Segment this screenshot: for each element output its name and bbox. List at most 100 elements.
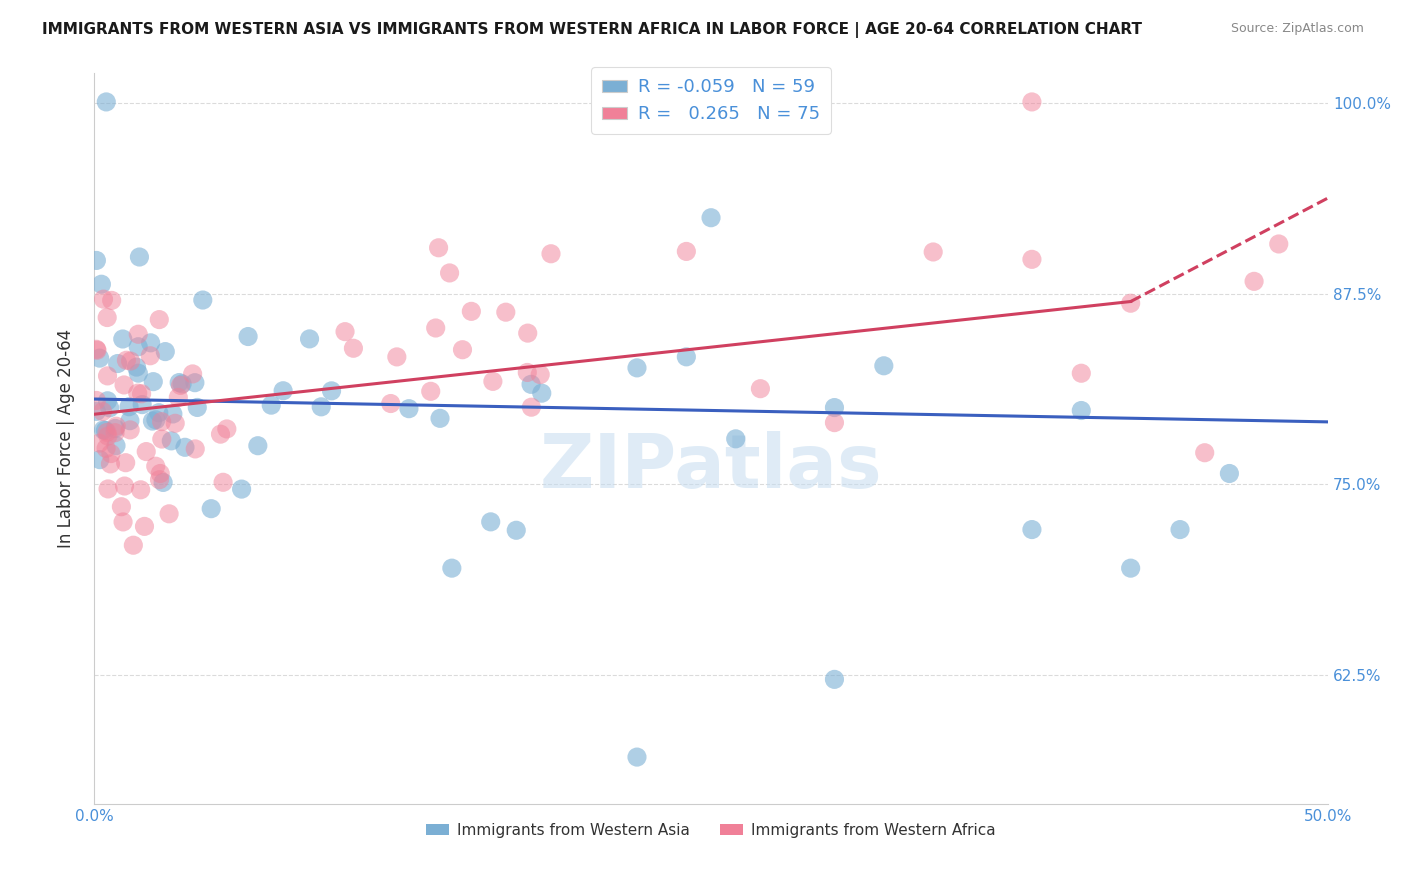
Text: ZIPatlas: ZIPatlas [540,432,883,504]
Point [89,452,111,467]
Point [100,457,122,471]
Point [155,344,177,359]
Legend: Immigrants from Western Asia, Immigrants from Western Africa: Immigrants from Western Asia, Immigrants… [420,817,1001,844]
Point [922,244,945,259]
Point [231,482,253,496]
Point [1218,467,1240,481]
Point [145,459,167,474]
Point [172,376,194,391]
Point [122,538,145,552]
Point [97,429,120,443]
Point [1119,296,1142,310]
Point [191,293,214,307]
Point [86,343,108,357]
Point [94,442,117,456]
Point [131,386,153,401]
Point [86,404,108,418]
Point [86,343,108,358]
Point [112,515,135,529]
Point [749,382,772,396]
Point [127,366,149,380]
Point [675,244,697,259]
Point [150,432,173,446]
Point [86,253,108,268]
Point [94,424,117,438]
Point [157,507,180,521]
Point [200,501,222,516]
Point [115,353,138,368]
Point [118,414,141,428]
Point [529,368,551,382]
Point [700,211,723,225]
Point [429,411,451,425]
Point [516,366,538,380]
Point [174,440,197,454]
Point [148,406,170,420]
Point [1070,366,1092,380]
Point [823,673,845,687]
Point [212,475,235,490]
Point [260,398,283,412]
Point [139,349,162,363]
Point [1243,274,1265,288]
Point [215,422,238,436]
Point [128,250,150,264]
Point [86,393,108,408]
Point [93,292,115,306]
Point [1021,523,1043,537]
Point [236,329,259,343]
Point [167,376,190,390]
Point [97,482,120,496]
Point [141,414,163,428]
Point [149,467,172,481]
Point [162,407,184,421]
Point [96,393,118,408]
Point [342,341,364,355]
Point [495,305,517,319]
Point [127,340,149,354]
Point [160,434,183,448]
Point [98,401,121,415]
Point [823,401,845,415]
Point [482,375,505,389]
Point [125,360,148,375]
Point [479,515,502,529]
Point [131,398,153,412]
Point [91,404,114,418]
Point [100,446,122,460]
Point [823,416,845,430]
Point [118,400,141,414]
Point [380,396,402,410]
Point [439,266,461,280]
Point [96,368,118,383]
Point [96,310,118,325]
Point [419,384,441,399]
Point [90,277,112,292]
Point [460,304,482,318]
Point [184,376,207,390]
Point [120,423,142,437]
Point [1268,237,1291,252]
Point [246,439,269,453]
Point [89,351,111,366]
Point [148,312,170,326]
Point [385,350,408,364]
Point [152,475,174,490]
Text: Source: ZipAtlas.com: Source: ZipAtlas.com [1230,22,1364,36]
Point [105,439,128,453]
Point [1194,446,1216,460]
Point [114,456,136,470]
Point [440,561,463,575]
Point [135,444,157,458]
Point [1021,95,1043,109]
Point [321,384,343,398]
Point [96,425,118,440]
Point [516,326,538,340]
Point [111,332,134,346]
Point [540,246,562,260]
Point [520,377,543,392]
Point [333,325,356,339]
Point [148,473,170,487]
Point [530,386,553,401]
Point [139,335,162,350]
